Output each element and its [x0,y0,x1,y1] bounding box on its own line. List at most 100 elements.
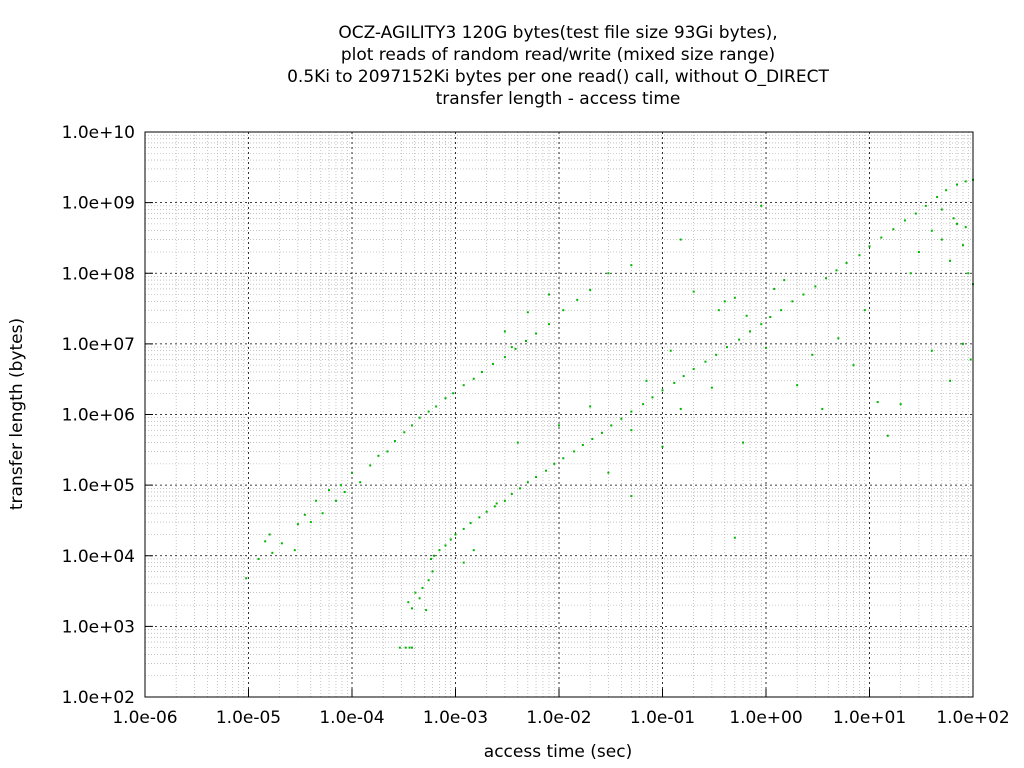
data-point [940,238,943,241]
data-point [630,410,633,413]
data-point [811,353,814,356]
data-point [485,510,488,513]
x-tick-label: 1.0e-01 [630,708,695,728]
data-point [454,533,457,536]
data-point [525,339,528,342]
data-point [386,450,389,453]
data-point [821,407,824,410]
data-point [431,570,434,573]
data-point [726,346,729,349]
data-point [462,384,465,387]
major-gridlines [144,131,974,698]
data-point [553,462,556,465]
data-point [351,471,353,474]
data-point [495,502,498,505]
data-point [814,285,817,288]
x-tick-label: 1.0e-06 [112,708,177,728]
data-point [449,538,452,541]
data-point [418,597,421,600]
data-point [421,586,424,589]
y-tick-label: 1.0e+06 [62,406,135,426]
data-point [510,346,513,349]
y-tick-label: 1.0e+09 [62,194,135,214]
title-line-1: OCZ-AGILITY3 120G bytes(test file size 9… [338,23,777,43]
y-tick-label: 1.0e+10 [62,123,135,143]
data-point [414,591,417,594]
data-point [733,536,736,539]
data-point [516,441,519,444]
data-point [769,316,772,319]
data-point [964,226,967,229]
data-point [393,440,396,443]
data-point [955,222,958,225]
data-point [462,561,465,564]
title-line-3: 0.5Ki to 2097152Ki bytes per one read() … [287,67,829,87]
data-point [858,254,861,257]
data-point [491,362,494,365]
data-point [433,554,436,557]
data-point [917,250,920,253]
data-point [293,549,296,552]
data-point [535,476,538,479]
data-point [444,544,447,547]
y-tick-label: 1.0e+04 [62,547,135,567]
data-point [791,300,794,303]
data-point [600,431,603,434]
data-point [343,490,346,493]
x-tick-label: 1.0e+00 [729,708,802,728]
y-tick-label: 1.0e+02 [62,688,135,708]
data-point [503,330,506,333]
data-point [510,492,513,495]
data-point [398,646,401,649]
data-point [315,499,318,502]
data-point [472,549,475,552]
y-tick-label: 1.0e+08 [62,264,135,284]
x-axis-ticks: 1.0e-06 1.0e-05 1.0e-04 1.0e-03 1.0e-02 1.0e-… [112,689,1010,728]
data-point [369,464,372,467]
x-tick-label: 1.0e-04 [319,708,384,728]
data-point [589,288,592,291]
data-point [863,309,866,312]
data-point [435,405,438,408]
data-point [303,513,306,516]
data-point [519,487,522,490]
data-point [547,293,550,296]
x-tick-label: 1.0e-02 [526,708,591,728]
data-point [715,353,718,356]
data-point [591,437,594,440]
data-point [411,607,414,610]
data-points [245,178,974,649]
data-point [328,489,331,492]
data-point [438,549,441,552]
data-point [835,269,838,272]
data-point [903,219,906,222]
y-axis-label: transfer length (bytes) [7,318,27,510]
data-point [478,516,481,519]
data-point [630,429,633,432]
data-point [886,434,889,437]
data-point [576,298,579,301]
data-point [880,236,883,239]
data-point [645,379,648,382]
data-point [876,401,879,404]
data-point [845,261,848,264]
data-point [969,358,972,361]
data-point [526,311,529,314]
y-tick-label: 1.0e+05 [62,476,135,496]
data-point [679,238,682,241]
data-point [802,293,805,296]
data-point [407,601,410,604]
data-point [760,204,763,207]
data-point [472,377,475,380]
chart-title: OCZ-AGILITY3 120G bytes(test file size 9… [287,23,829,109]
x-tick-label: 1.0e+01 [833,708,906,728]
data-point [427,579,430,582]
title-line-2: plot reads of random read/write (mixed s… [341,45,775,65]
data-point [892,228,895,231]
data-point [765,346,767,349]
data-point [949,259,952,262]
x-tick-label: 1.0e-05 [216,708,281,728]
data-point [945,189,948,192]
data-point [607,272,610,275]
data-point [558,424,560,427]
